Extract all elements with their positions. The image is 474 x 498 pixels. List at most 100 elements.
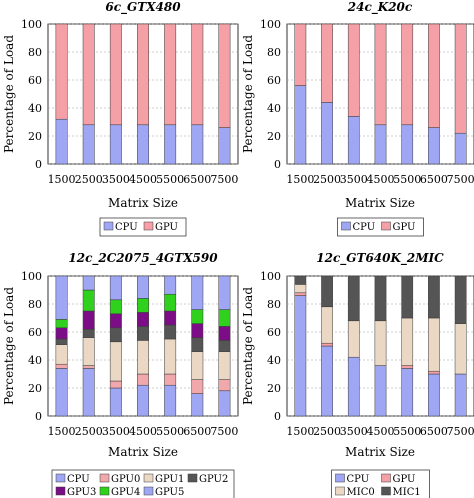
legend-swatch-gpu <box>381 221 391 231</box>
bar-segment-gpu <box>109 23 122 126</box>
y-tick-label: 80 <box>28 298 42 311</box>
bar-segment-gpu5 <box>55 275 68 320</box>
legend-swatch-gpu <box>381 473 391 483</box>
legend-label-cpu: CPU <box>67 474 90 485</box>
y-tick-label: 100 <box>260 270 281 283</box>
bar-segment-gpu <box>218 23 231 128</box>
bar-segment-gpu4 <box>82 289 95 312</box>
bar-segment-cpu <box>164 384 177 417</box>
y-tick-label: 60 <box>28 326 42 339</box>
bar-segment-cpu <box>109 387 122 417</box>
bar-segment-gpu2 <box>137 326 149 341</box>
bar-segment-mic0 <box>428 317 440 372</box>
legend-label-gpu: GPU <box>393 474 416 485</box>
bar-segment-cpu <box>401 124 414 165</box>
legend-swatch-gpu1 <box>143 473 154 483</box>
bar-segment-gpu <box>401 23 414 126</box>
bar-segment-mic0 <box>374 320 387 366</box>
x-axis-label: Matrix Size <box>345 196 415 210</box>
legend-label-gpu: GPU <box>155 222 178 233</box>
x-tick-label: 2500 <box>313 425 341 438</box>
x-tick-label: 5500 <box>156 173 184 186</box>
bar-segment-mic0 <box>454 323 467 375</box>
legend-swatch-cpu <box>103 221 114 231</box>
legend-swatch-gpu2 <box>187 473 198 483</box>
y-tick-label: 20 <box>267 130 281 143</box>
bar-segment-gpu3 <box>55 327 68 340</box>
legend-label-gpu0: GPU0 <box>111 474 140 485</box>
bar-segment-cpu <box>374 365 387 417</box>
x-axis-label: Matrix Size <box>108 196 178 210</box>
bar-segment-cpu <box>191 124 204 165</box>
bar-segment-cpu <box>321 102 333 165</box>
x-tick-label: 6500 <box>420 173 448 186</box>
legend-swatch-gpu5 <box>143 486 154 496</box>
y-axis-label: Percentage of Load <box>2 287 16 405</box>
y-tick-label: 100 <box>21 18 42 31</box>
bar-segment-gpu4 <box>137 298 149 313</box>
bar-segment-cpu <box>218 390 231 417</box>
legend-label-gpu5: GPU5 <box>155 487 184 498</box>
y-tick-label: 0 <box>274 158 281 171</box>
x-tick-label: 1500 <box>48 425 76 438</box>
bar-segment-gpu4 <box>55 319 68 329</box>
bar-segment-cpu <box>454 373 467 417</box>
legend-swatch-mic1 <box>381 486 391 496</box>
bar-segment-cpu <box>347 116 360 165</box>
bar-segment-mic1 <box>428 275 440 319</box>
bar-segment-gpu2 <box>218 340 231 352</box>
bar-segment-gpu1 <box>191 351 204 380</box>
y-tick-label: 40 <box>28 102 42 115</box>
chart-title: 24c_K20c <box>347 0 413 15</box>
bar-segment-gpu5 <box>164 275 177 295</box>
bar-segment-cpu <box>294 295 307 417</box>
bar-segment-gpu <box>191 23 204 126</box>
bar-segment-gpu <box>428 370 440 375</box>
x-tick-label: 2500 <box>313 173 341 186</box>
x-tick-label: 1500 <box>286 425 314 438</box>
legend-label-gpu2: GPU2 <box>199 474 228 485</box>
x-tick-label: 4500 <box>367 425 395 438</box>
bar-segment-cpu <box>428 373 440 417</box>
bar-segment-gpu5 <box>137 275 149 299</box>
bar-segment-cpu <box>374 124 387 165</box>
bar-segment-cpu <box>164 124 177 165</box>
bar-segment-gpu3 <box>109 313 122 329</box>
legend-swatch-gpu3 <box>55 486 66 496</box>
bar-segment-cpu <box>55 368 68 417</box>
bar-segment-gpu <box>454 23 467 134</box>
chart-panel: 0 20 40 60 80 100 1500250035004500550065007500… <box>241 251 474 498</box>
bar-segment-gpu <box>294 23 307 86</box>
legend: CPU GPU <box>99 217 187 237</box>
bar-segment-cpu <box>55 118 68 165</box>
legend-label-gpu4: GPU4 <box>111 487 140 498</box>
x-tick-label: 2500 <box>75 425 103 438</box>
x-tick-label: 7500 <box>210 173 238 186</box>
x-tick-label: 6500 <box>183 425 211 438</box>
bar-segment-mic1 <box>321 275 333 308</box>
legend-swatch-cpu <box>55 473 66 483</box>
bar-segment-mic0 <box>321 306 333 344</box>
bar-segment-cpu <box>191 393 204 417</box>
bar-segment-gpu <box>55 23 68 120</box>
bar-segment-gpu0 <box>137 373 149 386</box>
y-tick-label: 80 <box>28 46 42 59</box>
legend-swatch-gpu <box>143 221 154 231</box>
bar-segment-gpu1 <box>82 337 95 366</box>
x-tick-label: 7500 <box>210 425 238 438</box>
legend-label-cpu: CPU <box>353 222 376 233</box>
chart-title: 6c_GTX480 <box>105 0 181 15</box>
legend-box <box>51 469 235 498</box>
bar-segment-cpu <box>401 368 414 417</box>
y-tick-label: 60 <box>267 74 281 87</box>
bar-segment-cpu <box>82 368 95 417</box>
bar-segment-mic1 <box>374 275 387 322</box>
legend-swatch-cpu <box>335 473 345 483</box>
bar-segment-gpu4 <box>164 293 177 312</box>
bar-segment-gpu3 <box>191 323 204 338</box>
bar-segment-gpu4 <box>109 299 122 315</box>
x-tick-label: 3500 <box>340 173 368 186</box>
legend-swatch-gpu4 <box>99 486 110 496</box>
bar-segment-gpu <box>347 23 360 117</box>
x-tick-label: 3500 <box>340 425 368 438</box>
